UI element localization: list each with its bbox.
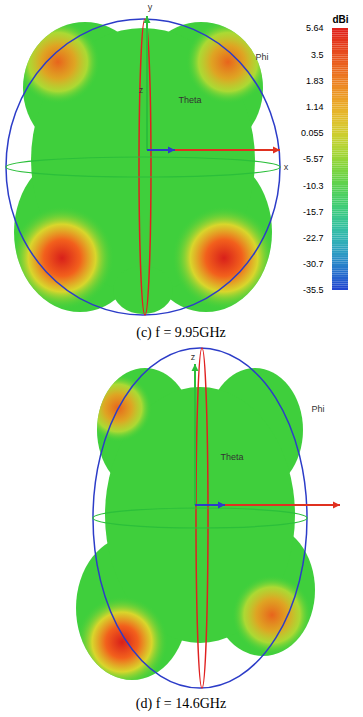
svg-text:3.5: 3.5 xyxy=(311,50,324,60)
svg-text:y: y xyxy=(148,2,153,12)
svg-text:-22.7: -22.7 xyxy=(303,233,324,243)
svg-text:(c) f = 9.95GHz: (c) f = 9.95GHz xyxy=(136,325,226,341)
svg-text:-15.7: -15.7 xyxy=(303,207,324,217)
svg-text:Theta: Theta xyxy=(220,452,243,462)
svg-text:Phi: Phi xyxy=(311,404,324,414)
svg-text:-35.5: -35.5 xyxy=(303,285,324,295)
svg-text:Phi: Phi xyxy=(255,52,268,62)
svg-text:z: z xyxy=(191,352,196,362)
svg-text:5.64: 5.64 xyxy=(306,23,324,33)
svg-text:1.83: 1.83 xyxy=(306,76,324,86)
svg-text:1.14: 1.14 xyxy=(306,102,324,112)
svg-text:dBi: dBi xyxy=(332,14,348,25)
svg-text:x: x xyxy=(284,162,289,172)
svg-text:-30.7: -30.7 xyxy=(303,259,324,269)
svg-text:Theta: Theta xyxy=(178,95,201,105)
svg-text:0.055: 0.055 xyxy=(301,128,324,138)
svg-text:z: z xyxy=(139,85,144,95)
svg-text:-10.3: -10.3 xyxy=(303,181,324,191)
svg-text:-5.57: -5.57 xyxy=(303,154,324,164)
svg-text:(d) f = 14.6GHz: (d) f = 14.6GHz xyxy=(136,696,226,712)
